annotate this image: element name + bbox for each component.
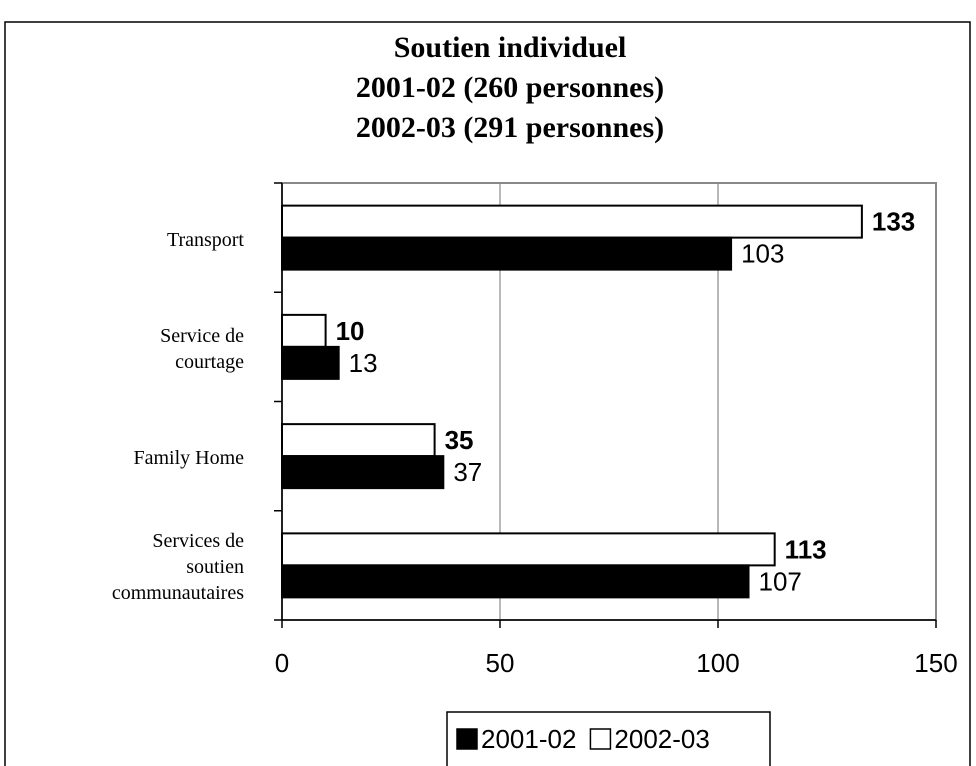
value-label: 103 xyxy=(741,239,784,269)
x-tick-label: 50 xyxy=(486,648,515,678)
y-tick-label: Transport xyxy=(166,228,244,251)
bar xyxy=(281,313,327,348)
value-label: 133 xyxy=(872,207,915,237)
x-tick-label: 100 xyxy=(696,648,739,678)
bar xyxy=(281,204,863,239)
chart-border xyxy=(4,21,971,766)
value-label: 13 xyxy=(349,348,378,378)
bar xyxy=(281,423,436,458)
chart-title: 2001-02 (260 personnes) xyxy=(356,71,664,104)
value-label: 107 xyxy=(759,566,802,596)
value-label: 113 xyxy=(785,534,827,564)
bar xyxy=(281,532,776,567)
legend-swatch xyxy=(456,728,478,750)
legend-label: 2001-02 xyxy=(481,724,576,754)
bar xyxy=(281,345,340,380)
value-label: 37 xyxy=(453,457,482,487)
value-label: 35 xyxy=(445,425,474,455)
y-tick-label: Family Home xyxy=(133,447,244,470)
chart-title: Soutien individuel xyxy=(394,31,627,64)
bar xyxy=(281,564,750,599)
x-tick-label: 0 xyxy=(275,648,289,678)
legend-label: 2002-03 xyxy=(614,724,709,754)
bar xyxy=(281,236,733,271)
chart-title: 2002-03 (291 personnes) xyxy=(356,111,664,144)
legend-swatch xyxy=(589,728,612,750)
y-tick-label: Services de soutien communautaires xyxy=(111,530,244,605)
x-tick-label: 150 xyxy=(914,648,957,678)
bar xyxy=(281,455,445,490)
y-tick-label: Service de courtage xyxy=(160,324,244,373)
value-label: 10 xyxy=(336,316,365,346)
